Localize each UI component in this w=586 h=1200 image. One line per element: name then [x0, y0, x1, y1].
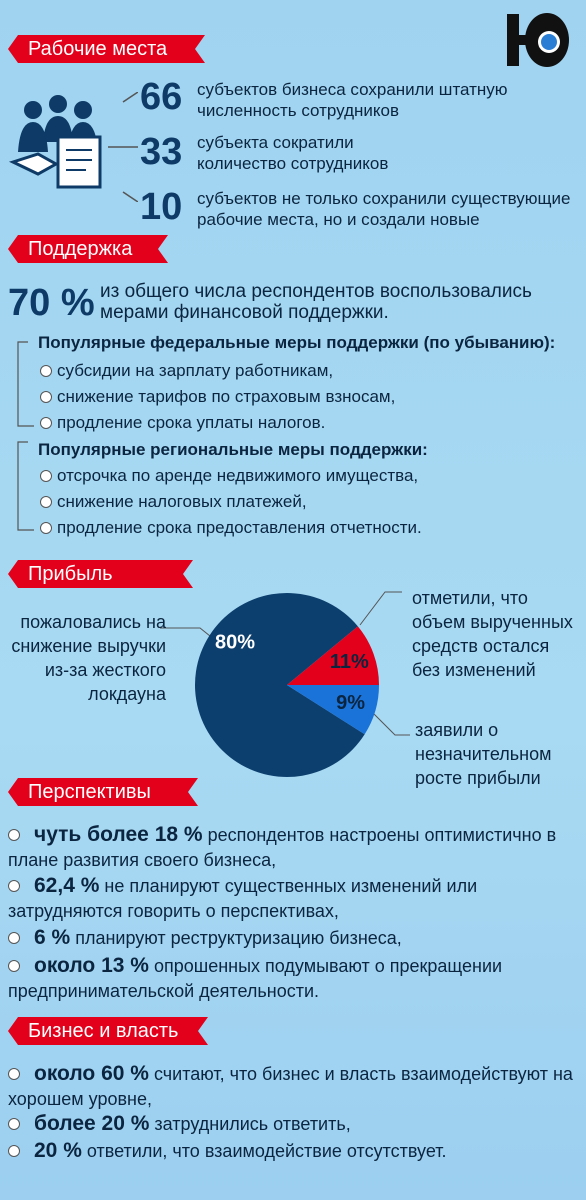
- list-item: продление срока предоставления отчетност…: [40, 518, 422, 538]
- stat-text: субъектов бизнеса сохранили штатную числ…: [197, 80, 508, 120]
- bullet-item: около 13 % опрошенных подумывают о прекр…: [8, 953, 578, 1004]
- stat-number: 70 %: [8, 282, 95, 324]
- item-text: респондентов настроены оптимистично в пл…: [8, 825, 557, 870]
- stat-text: из общего числа респондентов воспользова…: [100, 281, 532, 323]
- bracket: [17, 341, 34, 531]
- section-title: Прибыль: [8, 560, 193, 588]
- pie-value-label: 9%: [336, 692, 365, 714]
- list-heading: Популярные федеральные меры поддержки (п…: [38, 333, 556, 352]
- list-heading: Популярные региональные меры поддержки:: [38, 440, 428, 459]
- item-text: не планируют существенных изменений или …: [8, 876, 478, 921]
- bullet-item: 20 % ответили, что взаимодействие отсутс…: [8, 1138, 578, 1164]
- bold-text: более 20 %: [34, 1112, 150, 1135]
- pie-slice: [287, 626, 379, 685]
- pie-category: отметили, что объем вырученных средств о…: [412, 588, 573, 680]
- list-item: субсидии на зарплату работникам,: [40, 361, 333, 381]
- stat-text: субъекта сократили количество сотруднико…: [197, 133, 389, 173]
- pie-slice: [287, 685, 379, 735]
- bullet-item: чуть более 18 % респондентов настроены о…: [8, 822, 578, 873]
- list-item: отсрочка по аренде недвижимого имущества…: [40, 466, 418, 486]
- bullet-item: более 20 % затруднились ответить,: [8, 1111, 578, 1137]
- pie-category: заявили о незначительном росте прибыли: [415, 720, 552, 788]
- bold-text: 6 %: [34, 926, 71, 949]
- list-item: снижение тарифов по страховым взносам,: [40, 387, 395, 407]
- bold-text: чуть более 18 %: [34, 823, 203, 846]
- bold-text: около 13 %: [34, 954, 149, 977]
- section-title: Рабочие места: [8, 35, 205, 63]
- bullet-item: 6 % планируют реструктуризацию бизнеса,: [8, 925, 578, 951]
- section-title: Перспективы: [8, 778, 198, 806]
- item-text: затруднились ответить,: [154, 1114, 351, 1134]
- pie-slice: [194, 593, 365, 777]
- bullet-item: около 60 % считают, что бизнес и власть …: [8, 1061, 578, 1112]
- pie-value-label: 11%: [330, 651, 369, 673]
- bullet-item: 62,4 % не планируют существенных изменен…: [8, 873, 578, 924]
- item-text: планируют реструктуризацию бизнеса,: [75, 928, 402, 948]
- stat-number: 10: [140, 186, 183, 228]
- item-text: ответили, что взаимодействие отсутствует…: [86, 1141, 447, 1161]
- pie-value-label: 80%: [215, 631, 255, 653]
- stat-number: 33: [140, 131, 183, 173]
- bold-text: 62,4 %: [34, 874, 100, 897]
- stat-text: субъектов не только сохранили существующ…: [197, 189, 571, 229]
- section-title: Поддержка: [8, 235, 168, 263]
- pie-chart: 80% 11% 9%: [160, 591, 410, 777]
- bold-text: около 60 %: [34, 1062, 149, 1085]
- stat-number: 66: [140, 76, 183, 118]
- list-item: продление срока уплаты налогов.: [40, 413, 325, 433]
- item-text: считают, что бизнес и власть взаимодейст…: [8, 1064, 573, 1109]
- logo: [507, 13, 569, 67]
- bold-text: 20 %: [34, 1139, 82, 1162]
- item-text: опрошенных подумывают о прекращении пред…: [8, 956, 503, 1001]
- jobs-icon: [8, 92, 138, 202]
- list-item: снижение налоговых платежей,: [40, 492, 307, 512]
- pie-category: пожаловались на снижение выручки из-за ж…: [11, 612, 166, 704]
- section-title: Бизнес и власть: [8, 1017, 208, 1045]
